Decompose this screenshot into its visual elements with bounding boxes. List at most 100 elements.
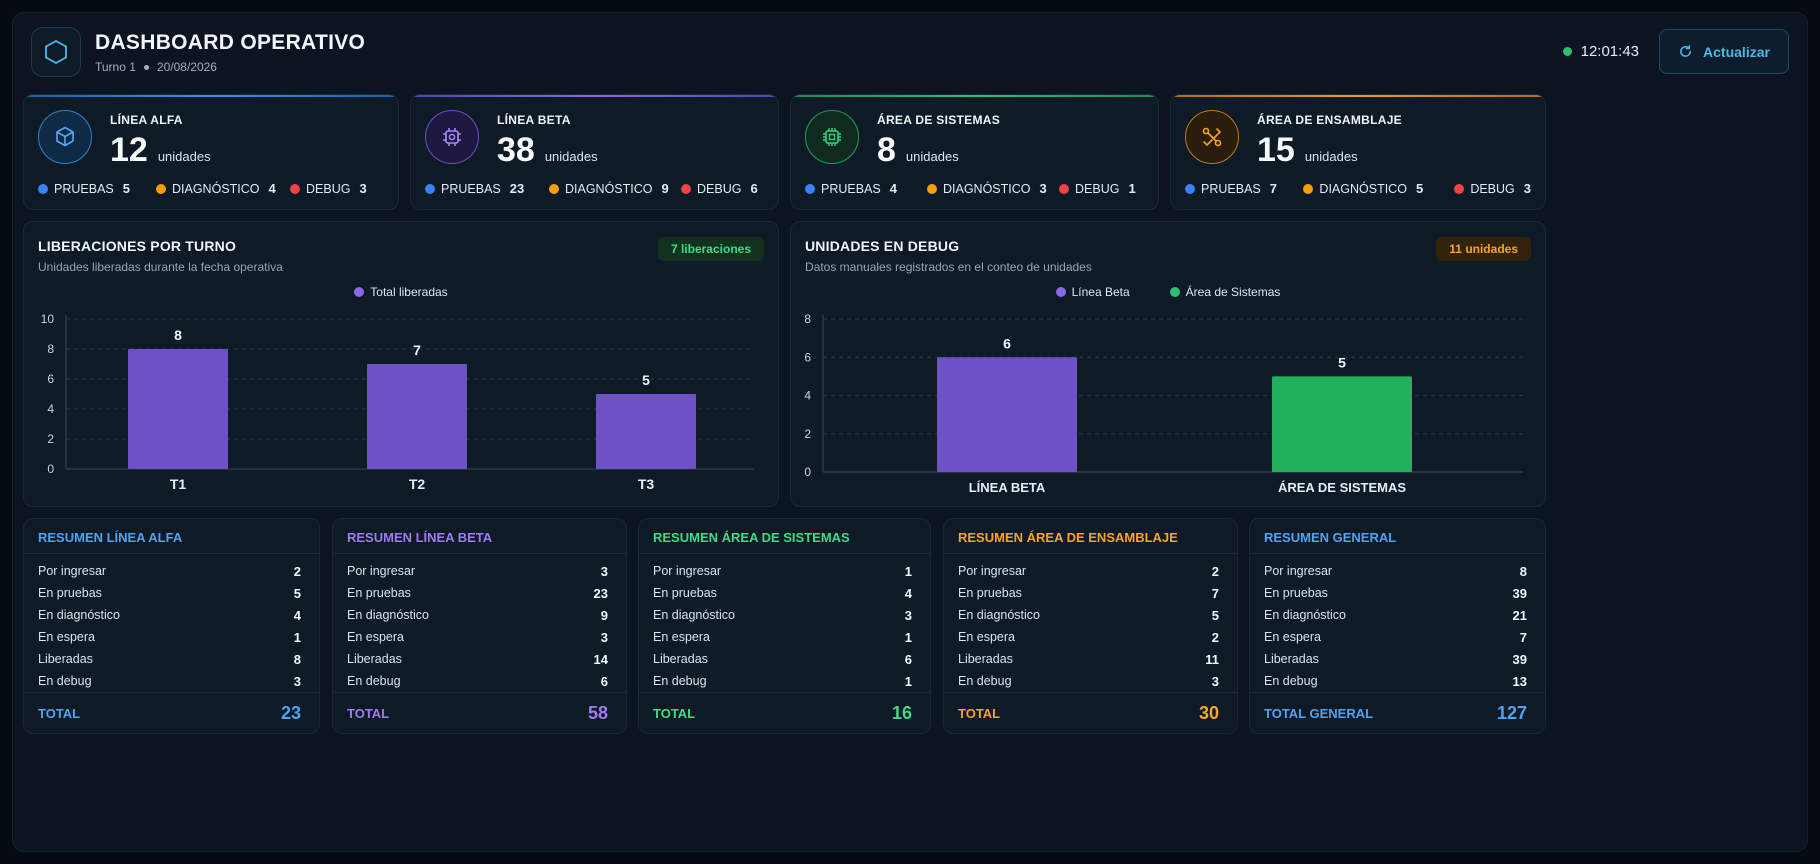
summary-row: En espera 7 <box>1264 626 1527 648</box>
summary-row-value: 5 <box>293 585 301 601</box>
summary-row: Liberadas 11 <box>958 648 1219 670</box>
y-tick-label: 0 <box>47 462 54 476</box>
y-tick-label: 0 <box>804 465 811 479</box>
unit-count: 15 <box>1257 131 1295 169</box>
bar-línea-beta <box>937 357 1077 472</box>
summary-row: En diagnóstico 5 <box>958 604 1219 626</box>
summary-row-value: 2 <box>1211 563 1219 579</box>
stat-card-title: LÍNEA ALFA <box>110 113 183 127</box>
summary-card: RESUMEN LÍNEA ALFA Por ingresar 2 En prueba… <box>23 518 320 734</box>
summary-row: En diagnóstico 4 <box>38 604 301 626</box>
bar-área-de-sistemas <box>1272 376 1412 472</box>
metric-label: DEBUG <box>1470 181 1515 196</box>
refresh-button[interactable]: Actualizar <box>1659 29 1789 74</box>
cpu-icon <box>805 110 859 164</box>
bar-t1 <box>128 349 228 469</box>
amber-dot-icon <box>927 183 937 194</box>
debug-units-badge: 11 unidades <box>1436 237 1531 261</box>
summary-row-value: 6 <box>600 673 608 689</box>
summary-row-label: Liberadas <box>347 652 402 666</box>
summary-row: En debug 13 <box>1264 670 1527 692</box>
metric-pruebas: PRUEBAS 7 <box>1185 181 1303 196</box>
summary-title: RESUMEN ÁREA DE SISTEMAS <box>639 519 930 554</box>
legend-dot-icon <box>354 287 365 297</box>
summary-total: TOTAL 58 <box>333 692 626 733</box>
summary-row-label: En pruebas <box>347 586 411 600</box>
red-dot-icon <box>290 183 300 194</box>
summary-row-label: Por ingresar <box>38 564 107 578</box>
bar-value-label: 6 <box>1003 335 1011 351</box>
summary-row: En diagnóstico 21 <box>1264 604 1527 626</box>
summary-row-label: En diagnóstico <box>347 608 430 622</box>
summary-row-value: 39 <box>1512 651 1527 667</box>
metric-value: 23 <box>509 181 525 196</box>
summary-row-value: 23 <box>593 585 608 601</box>
summary-row: Liberadas 8 <box>38 648 301 670</box>
card-accent-line <box>24 95 398 97</box>
summary-rows: Por ingresar 2 En pruebas 7 En diagnóstico 5 E… <box>958 560 1219 692</box>
summary-card: RESUMEN ÁREA DE SISTEMAS Por ingresar 1 En … <box>638 518 931 734</box>
summary-row-value: 5 <box>1211 607 1219 623</box>
bar-value-label: 5 <box>1338 354 1346 370</box>
stat-card-count: 38 unidades <box>497 131 598 170</box>
summary-row-label: En pruebas <box>958 586 1022 600</box>
metric-value: 3 <box>359 181 367 196</box>
summary-row-value: 2 <box>1211 629 1219 645</box>
metric-value: 9 <box>661 181 669 196</box>
summary-card: RESUMEN GENERAL Por ingresar 8 En pruebas 39… <box>1249 518 1546 734</box>
metric-label: PRUEBAS <box>821 181 881 196</box>
stat-card-title: ÁREA DE ENSAMBLAJE <box>1257 113 1402 127</box>
gear-chip-icon <box>425 110 479 164</box>
unit-label: unidades <box>157 149 211 164</box>
total-label: TOTAL GENERAL <box>1264 705 1374 721</box>
metric-label: PRUEBAS <box>441 181 501 196</box>
date-label: 20/08/2026 <box>156 60 217 74</box>
summary-row-label: En espera <box>38 630 95 644</box>
metric-label: DEBUG <box>306 181 351 196</box>
summary-row-value: 1 <box>293 629 301 645</box>
summary-total: TOTAL 23 <box>24 692 319 733</box>
summary-row-label: En diagnóstico <box>958 608 1041 622</box>
metric-diagnostico: DIAGNÓSTICO 5 <box>1303 181 1454 196</box>
summary-total: TOTAL 16 <box>639 692 930 733</box>
chart-legend: Total liberadas <box>24 285 778 299</box>
stat-card-linea-beta: LÍNEA BETA 38 unidades PRUEBAS 23 DIAGNÓS… <box>410 94 779 210</box>
summary-row: En debug 3 <box>958 670 1219 692</box>
summary-row: En espera 2 <box>958 626 1219 648</box>
summary-row-label: En debug <box>347 674 401 688</box>
summary-row-value: 3 <box>600 629 608 645</box>
summary-row-label: En debug <box>958 674 1012 688</box>
summary-row-label: En debug <box>653 674 707 688</box>
metric-debug: DEBUG 1 <box>1059 181 1136 196</box>
summary-row-label: En debug <box>1264 674 1318 688</box>
unit-label: unidades <box>1304 149 1358 164</box>
summary-card: RESUMEN LÍNEA BETA Por ingresar 3 En prueba… <box>332 518 627 734</box>
summary-row-label: En diagnóstico <box>1264 608 1347 622</box>
metric-label: DEBUG <box>697 181 742 196</box>
refresh-label: Actualizar <box>1703 43 1770 60</box>
y-tick-label: 6 <box>47 372 54 386</box>
legend-item[interactable]: Línea Beta <box>1055 285 1130 299</box>
metric-value: 5 <box>1415 181 1424 196</box>
stat-card-metrics: PRUEBAS 7 DIAGNÓSTICO 5 DEBUG 3 <box>1185 181 1531 196</box>
summary-row: En espera 3 <box>347 626 608 648</box>
legend-label: Área de Sistemas <box>1185 285 1281 299</box>
blue-dot-icon <box>38 183 48 194</box>
summary-row-label: Por ingresar <box>1264 564 1333 578</box>
separator-dot-icon <box>143 64 149 70</box>
summary-row: Liberadas 39 <box>1264 648 1527 670</box>
summary-row: En diagnóstico 9 <box>347 604 608 626</box>
summary-row-value: 8 <box>1519 563 1527 579</box>
summary-row: En pruebas 4 <box>653 582 912 604</box>
legend-item[interactable]: Área de Sistemas <box>1169 285 1281 299</box>
summary-title: RESUMEN ÁREA DE ENSAMBLAJE <box>944 519 1237 554</box>
legend-label: Línea Beta <box>1071 285 1130 299</box>
legend-dot-icon <box>1055 287 1066 297</box>
summary-row-label: Liberadas <box>958 652 1013 666</box>
amber-dot-icon <box>156 183 166 194</box>
summary-row-label: Liberadas <box>1264 652 1319 666</box>
card-accent-line <box>411 95 778 97</box>
metric-label: DEBUG <box>1075 181 1120 196</box>
total-label: TOTAL <box>958 705 1001 721</box>
legend-item[interactable]: Total liberadas <box>354 285 448 299</box>
